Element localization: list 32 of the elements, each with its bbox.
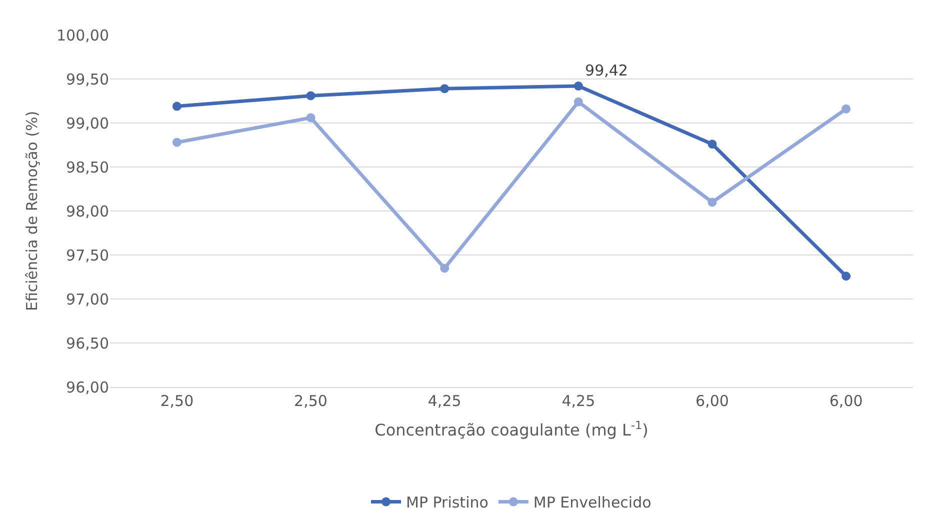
x-axis-title: Concentração coagulante (mg L$^{-1}$) <box>374 418 648 440</box>
point <box>306 113 316 122</box>
legend-label: MP Envelhecido <box>533 494 652 512</box>
y-tick-label: 96,50 <box>66 334 109 352</box>
data-label: 99,42 <box>585 62 628 80</box>
point <box>708 198 717 207</box>
y-tick-label: 96,00 <box>66 378 109 396</box>
point <box>708 140 717 149</box>
y-tick-label: 99,00 <box>66 114 109 132</box>
point <box>440 264 450 273</box>
x-tick-label: 4,25 <box>428 392 462 410</box>
x-tick-label: 6,00 <box>696 392 729 410</box>
y-tick-label: 97,00 <box>66 290 109 308</box>
x-tick-label: 2,50 <box>294 392 328 410</box>
y-tick-label: 100,00 <box>56 26 109 44</box>
y-axis-title: Eficiência de Remoção (%) <box>22 110 41 312</box>
point <box>440 84 450 94</box>
point <box>574 97 583 106</box>
point <box>172 138 182 147</box>
point <box>574 82 583 91</box>
y-tick-label: 99,50 <box>66 70 109 88</box>
point <box>842 272 851 281</box>
x-tick-label: 2,50 <box>160 392 194 410</box>
y-tick-label: 98,00 <box>66 202 109 220</box>
x-tick-label: 6,00 <box>829 392 863 410</box>
y-tick-label: 97,50 <box>66 246 109 264</box>
point <box>842 104 851 114</box>
legend-label: MP Pristino <box>406 494 488 512</box>
point <box>172 102 182 111</box>
point <box>306 91 316 100</box>
y-tick-label: 98,50 <box>66 158 109 176</box>
x-tick-label: 4,25 <box>562 392 596 410</box>
